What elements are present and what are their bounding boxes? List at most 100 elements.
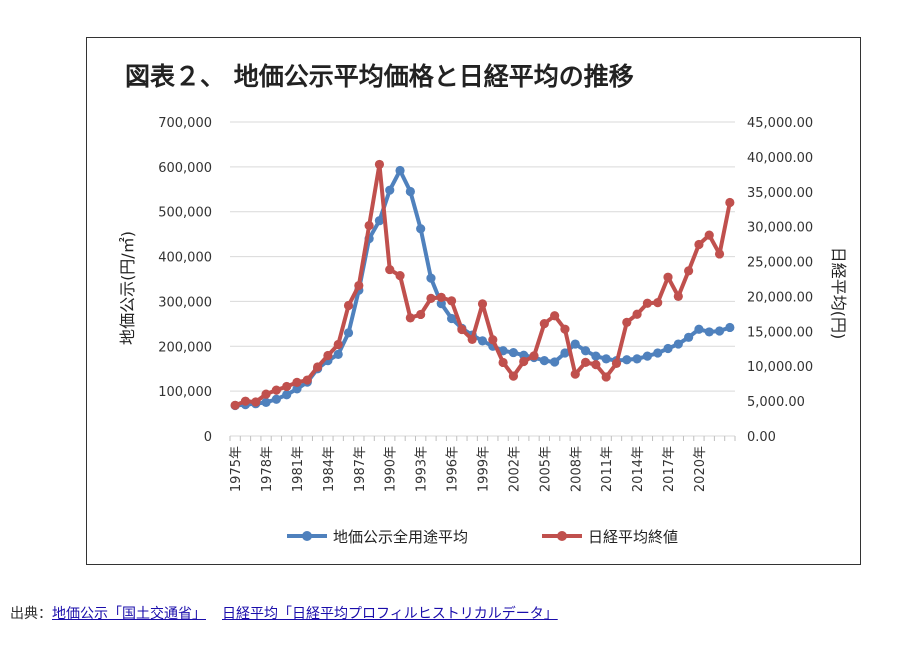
series-1-point (292, 384, 302, 394)
legend-label: 日経平均終値 (588, 528, 678, 546)
series-2-point (374, 159, 385, 170)
right-tick-label: 25,000.00 (747, 256, 813, 271)
series-2-point (725, 197, 735, 208)
series-2-point (591, 360, 601, 370)
x-tick-label: 2011年 (600, 446, 615, 492)
series-2-point (323, 350, 333, 361)
series-1-point (642, 351, 652, 361)
series-1-point (653, 348, 663, 358)
x-tick-label: 1987年 (353, 446, 368, 492)
series-2-point (426, 293, 436, 303)
x-tick-label: 1984年 (322, 446, 337, 492)
series-2-point (405, 313, 415, 323)
series-1-point (405, 186, 415, 197)
series-1-point (477, 336, 488, 346)
series-1-point (395, 165, 405, 176)
series-1-point (632, 354, 642, 364)
right-tick-label: 0.00 (747, 430, 776, 445)
series-2-point (292, 377, 302, 388)
x-tick-label: 2020年 (693, 446, 708, 492)
x-tick-label: 1996年 (446, 446, 461, 492)
series-2-point (333, 339, 343, 350)
series-1-point (508, 347, 519, 358)
left-tick-label: 300,000 (158, 295, 212, 310)
series-2-point (477, 299, 488, 309)
right-tick-label: 35,000.00 (747, 186, 813, 201)
right-y-axis: 0.00 5,000.00 10,000.00 15,000.00 20,000.00 2… (747, 116, 813, 445)
series-2-point (673, 291, 683, 301)
series-2-point (282, 381, 292, 392)
series-2-point (519, 356, 529, 367)
right-tick-label: 40,000.00 (747, 151, 813, 166)
source-link-nikkei[interactable]: 日経平均「日経平均プロフィルヒストリカルデータ」 (222, 606, 558, 622)
series-2-point (364, 220, 374, 231)
series-2-point (271, 385, 281, 395)
series-layer (230, 159, 735, 411)
series-1-point (704, 327, 714, 337)
series-2-point (653, 298, 663, 308)
series-1-point (343, 328, 354, 338)
source-prefix: 出典： (10, 606, 52, 622)
x-axis: 1975年 1978年 1981年 1984年 1987年 1990年 1993年 1996年… (229, 436, 736, 492)
left-tick-label: 100,000 (158, 385, 212, 400)
left-tick-label: 700,000 (158, 116, 212, 131)
series-1-point (385, 185, 395, 195)
series-1-point (673, 339, 683, 349)
series-line-2 (234, 162, 732, 408)
series-2-point (550, 311, 560, 321)
series-2-point (240, 396, 251, 406)
x-tick-label: 1993年 (415, 446, 430, 492)
left-tick-label: 600,000 (158, 161, 212, 176)
series-1-point (374, 216, 385, 226)
series-1-point (282, 390, 292, 400)
series-2-point (395, 271, 405, 281)
left-tick-label: 400,000 (158, 251, 212, 266)
series-1-point (663, 343, 673, 354)
series-2-point (508, 371, 519, 381)
series-1-point (622, 355, 632, 365)
legend-label: 地価公示全用途平均 (333, 528, 468, 546)
series-2-point (694, 239, 704, 250)
series-2-point (560, 324, 570, 334)
series-2-point (704, 230, 714, 240)
series-2-point (416, 309, 426, 320)
gridlines (230, 121, 735, 437)
series-1-point (426, 273, 436, 283)
right-tick-label: 10,000.00 (747, 360, 813, 375)
x-tick-label: 2008年 (569, 446, 584, 492)
left-tick-label: 500,000 (158, 206, 212, 221)
series-1-point (601, 354, 611, 364)
legend-marker (557, 531, 567, 541)
chart-title: 図表２、 地価公示平均価格と日経平均の推移 (125, 62, 634, 91)
x-tick-label: 2005年 (538, 446, 553, 492)
series-1-point (333, 349, 343, 359)
series-2-point (632, 309, 642, 319)
series-2-point (385, 264, 395, 275)
right-tick-label: 30,000.00 (747, 221, 813, 236)
series-2-point (302, 375, 312, 385)
series-2-point (467, 334, 477, 345)
series-2-point (488, 335, 498, 345)
series-2-point (684, 266, 694, 276)
left-y-axis: 0 100,000 200,000 300,000 400,000 500,000 600,… (158, 116, 212, 445)
x-tick-label: 1990年 (384, 446, 399, 492)
series-2-point (498, 357, 508, 368)
x-tick-label: 2014年 (631, 446, 646, 492)
series-2-point (663, 272, 673, 282)
series-1-point (591, 351, 601, 361)
chart-canvas: 図表２、 地価公示平均価格と日経平均の推移 0 100,000 200,000 300… (118, 62, 848, 546)
series-1-point (436, 299, 446, 309)
chart-frame: 図表２、 地価公示平均価格と日経平均の推移 0 100,000 200,000 300… (86, 37, 861, 565)
x-tick-label: 2017年 (662, 446, 677, 492)
series-1-point (560, 348, 570, 358)
series-1-point (570, 339, 580, 349)
series-1-point (684, 332, 694, 342)
right-tick-label: 5,000.00 (747, 395, 805, 410)
series-2-point (251, 397, 261, 407)
right-axis-label: 日経平均(円) (829, 247, 848, 340)
series-2-point (642, 298, 652, 308)
series-2-point (529, 351, 539, 361)
series-1-point (580, 346, 591, 356)
source-link-land-price[interactable]: 地価公示「国土交通省」 (52, 606, 206, 622)
series-2-point (230, 400, 240, 410)
